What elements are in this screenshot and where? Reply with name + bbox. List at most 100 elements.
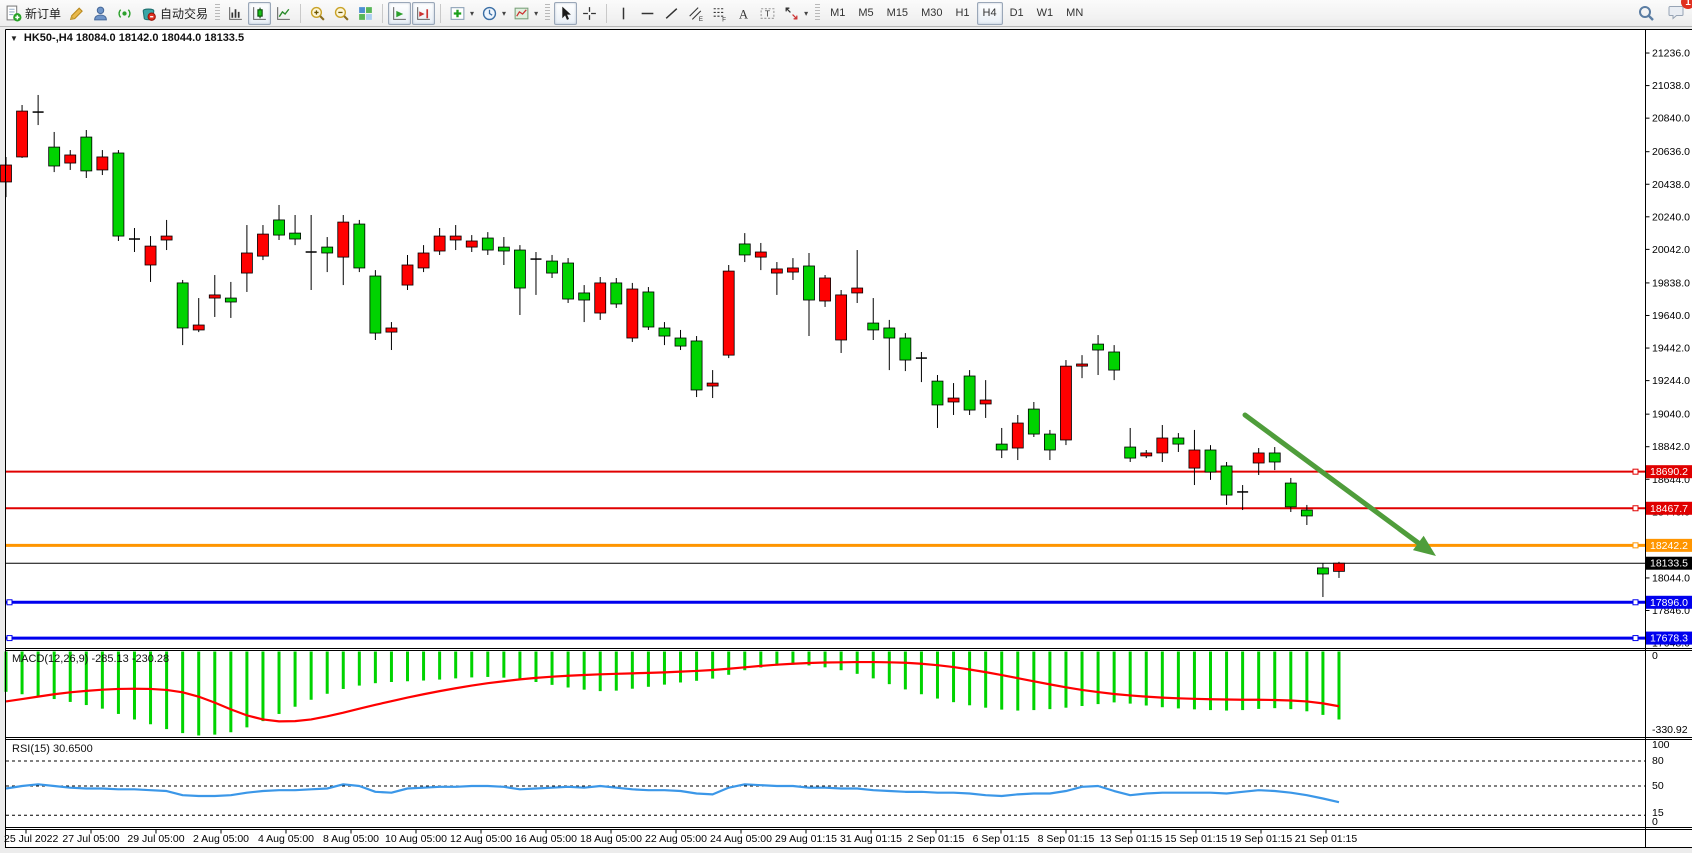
vertical-line-button[interactable] bbox=[612, 2, 635, 25]
signals-button[interactable] bbox=[113, 2, 136, 25]
svg-text:T: T bbox=[765, 8, 770, 18]
candle-body bbox=[96, 156, 109, 171]
candle-doji-body bbox=[1237, 491, 1249, 493]
bar-chart-button[interactable] bbox=[224, 2, 247, 25]
profile-button[interactable] bbox=[89, 2, 112, 25]
tile-windows-button[interactable] bbox=[354, 2, 377, 25]
text-icon: A bbox=[739, 7, 749, 21]
notification-badge[interactable]: 1 bbox=[1681, 0, 1692, 10]
candle-body bbox=[819, 277, 831, 302]
candle-body bbox=[337, 221, 350, 258]
search-button[interactable] bbox=[1634, 2, 1658, 25]
line-chart-icon bbox=[277, 6, 290, 20]
candle-body bbox=[674, 337, 687, 347]
candle-body bbox=[64, 154, 77, 164]
svg-text:F: F bbox=[722, 16, 726, 22]
toolbar-separator bbox=[440, 3, 442, 23]
periods-button[interactable]: ▾ bbox=[478, 2, 509, 25]
candle-body bbox=[192, 324, 205, 331]
collapse-triangle-icon[interactable]: ▼ bbox=[10, 33, 18, 43]
time-tick-label: 31 Aug 01:15 bbox=[840, 833, 902, 845]
candle-body bbox=[160, 235, 173, 241]
toolbar-grip[interactable] bbox=[815, 4, 821, 22]
candle-body bbox=[995, 443, 1008, 451]
candle-body bbox=[578, 292, 591, 301]
price-tick-label: 20636.0 bbox=[1652, 146, 1690, 158]
arrows-button[interactable]: ▾ bbox=[780, 2, 811, 25]
candle-body bbox=[514, 249, 526, 289]
candle-doji-body bbox=[305, 251, 317, 253]
time-tick-label: 8 Sep 01:15 bbox=[1038, 833, 1095, 845]
candle-body bbox=[385, 327, 398, 333]
candle-body bbox=[1188, 449, 1201, 469]
candle-body bbox=[1011, 422, 1024, 449]
candle-body bbox=[176, 282, 189, 329]
price-tick-label: 21038.0 bbox=[1652, 80, 1690, 92]
styler-button[interactable] bbox=[65, 2, 88, 25]
price-badge-label: 18242.2 bbox=[1650, 540, 1688, 552]
text-button[interactable]: A bbox=[732, 2, 755, 25]
price-tick-label: 19442.0 bbox=[1652, 343, 1690, 355]
toolbar-grip[interactable] bbox=[215, 4, 221, 22]
macd-axis-label: -330.92 bbox=[1652, 724, 1688, 736]
candle-body bbox=[1124, 446, 1137, 459]
svg-text:E: E bbox=[699, 15, 703, 21]
indicators-button[interactable]: ▾ bbox=[446, 2, 477, 25]
candle-body bbox=[690, 340, 703, 391]
trend-arrow-line[interactable] bbox=[1242, 412, 1428, 551]
timeframe-h4[interactable]: H4 bbox=[976, 1, 1003, 25]
cursor-button[interactable] bbox=[554, 1, 578, 25]
zoom-in-button[interactable] bbox=[306, 2, 329, 25]
candle-body bbox=[963, 375, 976, 411]
time-tick-label: 18 Aug 05:00 bbox=[580, 833, 642, 845]
timeframe-h1[interactable]: H1 bbox=[949, 2, 975, 25]
auto-scroll-button[interactable] bbox=[388, 1, 412, 25]
price-badge bbox=[1646, 631, 1692, 645]
price-tick-label: 21236.0 bbox=[1652, 48, 1690, 60]
candle-body bbox=[401, 264, 414, 286]
fibonacci-button[interactable]: F bbox=[708, 2, 731, 25]
templates-button[interactable]: ▾ bbox=[510, 2, 541, 25]
horizontal-line-button[interactable] bbox=[636, 2, 659, 25]
trendline-button[interactable] bbox=[660, 2, 683, 25]
price-badge bbox=[1646, 556, 1692, 570]
candle-body bbox=[1220, 465, 1233, 496]
time-tick-label: 2 Aug 05:00 bbox=[193, 833, 249, 845]
timeframe-m5[interactable]: M5 bbox=[852, 2, 879, 25]
price-tick-label: 20438.0 bbox=[1652, 179, 1690, 191]
timeframe-d1[interactable]: D1 bbox=[1004, 2, 1030, 25]
candle-body bbox=[722, 270, 735, 356]
trend-arrow-head[interactable] bbox=[1412, 535, 1436, 556]
candle-body bbox=[1284, 482, 1297, 508]
candle-body bbox=[465, 240, 478, 248]
autotrading-button[interactable]: 自动交易 bbox=[137, 2, 211, 25]
toolbar-grip[interactable] bbox=[545, 4, 551, 22]
timeframe-m30[interactable]: M30 bbox=[915, 2, 948, 25]
candle-body bbox=[497, 246, 510, 252]
new-order-button[interactable]: 新订单 bbox=[2, 2, 64, 25]
tile-windows-icon bbox=[359, 6, 372, 20]
equidistant-channel-button[interactable]: E bbox=[684, 2, 707, 25]
indicators-icon bbox=[450, 6, 465, 20]
macd-label: MACD(12,26,9) -285.13 -230.28 bbox=[12, 653, 170, 665]
line-chart-button[interactable] bbox=[272, 2, 295, 25]
timeframe-m15[interactable]: M15 bbox=[881, 2, 914, 25]
text-label-button[interactable]: T bbox=[756, 2, 779, 25]
candle-body bbox=[321, 246, 334, 254]
crosshair-icon bbox=[583, 6, 596, 20]
time-tick-label: 4 Aug 05:00 bbox=[258, 833, 314, 845]
horizontal-line-icon bbox=[641, 12, 654, 14]
candle-body bbox=[48, 146, 61, 167]
toolbar-separator bbox=[606, 3, 608, 23]
zoom-out-button[interactable] bbox=[330, 2, 353, 25]
zoom-out-icon bbox=[334, 6, 349, 21]
chart-shift-button[interactable] bbox=[412, 1, 436, 25]
candle-doji-body bbox=[915, 357, 927, 359]
candlestick-chart-button[interactable] bbox=[248, 1, 272, 25]
candle-body bbox=[1268, 452, 1281, 463]
timeframe-w1[interactable]: W1 bbox=[1031, 2, 1060, 25]
timeframe-mn[interactable]: MN bbox=[1060, 2, 1089, 25]
timeframe-m1[interactable]: M1 bbox=[824, 2, 851, 25]
crosshair-button[interactable] bbox=[578, 2, 601, 25]
